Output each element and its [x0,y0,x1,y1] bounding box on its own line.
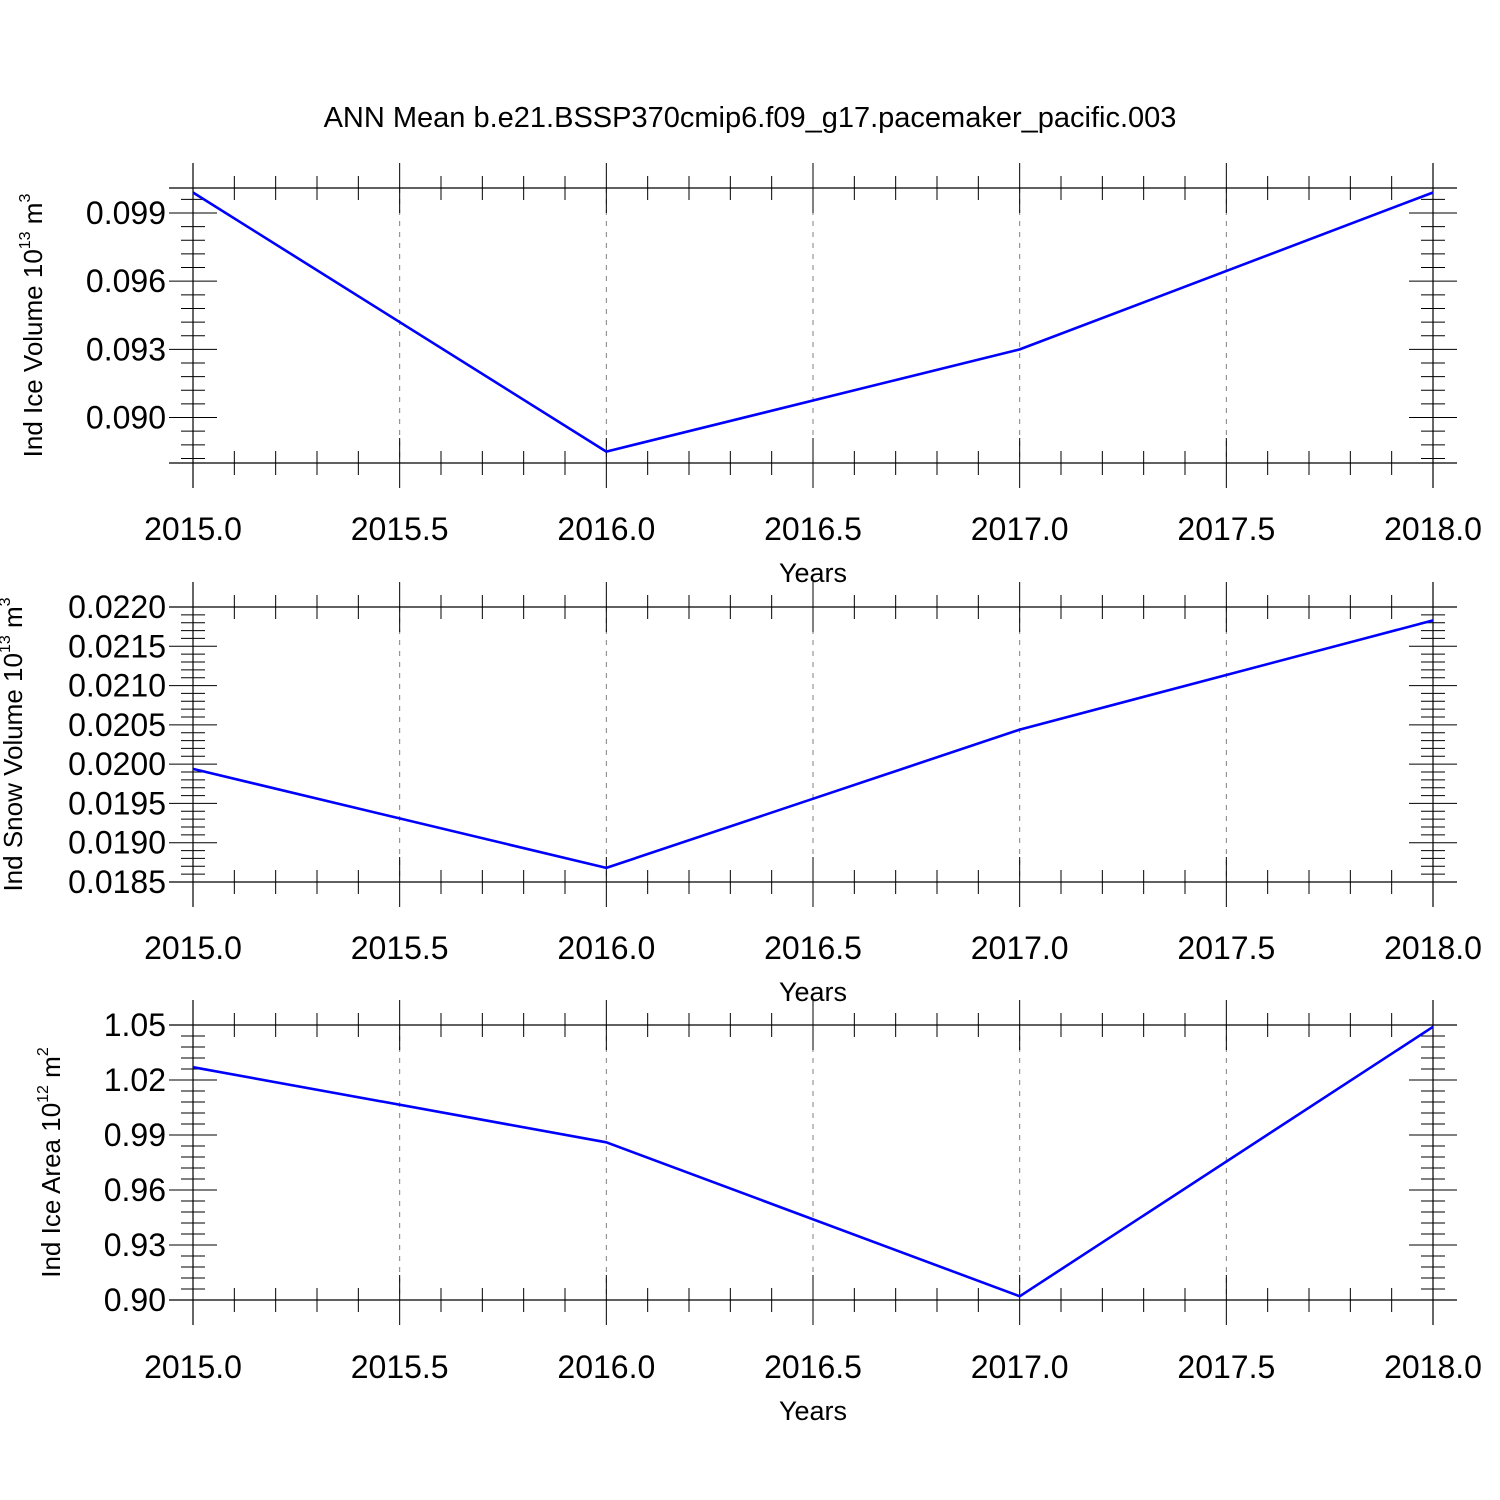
x-tick-label: 2015.0 [144,511,242,547]
x-tick-label: 2015.5 [351,1349,449,1385]
y-axis-label-unit-exponent: 3 [0,597,14,606]
x-axis-label: Years [779,1396,847,1426]
y-tick-label: 0.0215 [68,628,166,664]
x-tick-label: 2017.0 [971,1349,1069,1385]
x-tick-label: 2017.5 [1177,1349,1275,1385]
y-axis-label-unit-exponent: 3 [17,194,34,203]
y-axis-label-exponent: 13 [0,635,14,653]
x-tick-label: 2015.0 [144,930,242,966]
y-axis-label-unit-exponent: 2 [35,1047,52,1056]
y-tick-label: 0.0190 [68,825,166,861]
x-tick-label: 2018.0 [1384,930,1482,966]
x-tick-label: 2015.0 [144,1349,242,1385]
y-tick-label: 0.99 [104,1117,166,1153]
y-tick-label: 1.02 [104,1062,166,1098]
y-tick-label: 0.0185 [68,864,166,900]
x-tick-label: 2016.0 [557,930,655,966]
y-tick-label: 0.0210 [68,668,166,704]
x-tick-label: 2016.0 [557,1349,655,1385]
y-tick-label: 0.093 [86,331,166,367]
y-axis-label-exponent: 12 [35,1085,52,1103]
y-axis-label: Ind Ice Volume 1013 m3 [17,194,48,458]
y-axis-label-unit: m [36,1056,66,1085]
x-tick-label: 2015.5 [351,930,449,966]
x-tick-label: 2016.5 [764,511,862,547]
y-axis-label-exponent: 13 [17,231,34,249]
y-axis-label: Ind Ice Area 1012 m2 [35,1047,66,1278]
y-tick-label: 0.90 [104,1282,166,1318]
y-tick-label: 0.0200 [68,746,166,782]
y-axis-label-unit: m [18,203,48,232]
y-axis-label-main: Ind Snow Volume 10 [0,653,28,892]
x-tick-label: 2016.5 [764,930,862,966]
y-tick-label: 0.090 [86,400,166,436]
panel-1: 2015.0 2015.5 2016.0 2016.5 2017.0 2017.5 2018… [17,163,1482,588]
panel-2: 2015.0 2015.5 2016.0 2016.5 2017.0 2017.5 2018… [0,582,1482,1007]
series-line [192,1025,1434,1298]
y-tick-label: 0.096 [86,263,166,299]
y-axis-label-main: Ind Ice Volume 10 [18,249,48,457]
x-tick-label: 2016.5 [764,1349,862,1385]
x-tick-label: 2015.5 [351,511,449,547]
series-line [192,191,1434,453]
y-tick-label: 0.0195 [68,785,166,821]
x-tick-label: 2018.0 [1384,511,1482,547]
y-tick-label: 0.93 [104,1227,166,1263]
y-tick-label: 0.0205 [68,707,166,743]
x-tick-label: 2017.5 [1177,511,1275,547]
x-tick-label: 2016.0 [557,511,655,547]
x-tick-label: 2017.5 [1177,930,1275,966]
y-tick-label: 0.96 [104,1172,166,1208]
y-tick-label: 0.099 [86,195,166,231]
x-tick-label: 2017.0 [971,511,1069,547]
y-tick-label: 0.0220 [68,589,166,625]
panel-3: 2015.0 2015.5 2016.0 2016.5 2017.0 2017.5 2018… [35,1000,1482,1426]
x-tick-label: 2018.0 [1384,1349,1482,1385]
y-axis-label: Ind Snow Volume 1013 m3 [0,597,28,891]
y-tick-label: 1.05 [104,1007,166,1043]
figure-title: ANN Mean b.e21.BSSP370cmip6.f09_g17.pace… [324,102,1177,134]
series-line [192,619,1434,870]
y-axis-label-main: Ind Ice Area 10 [36,1103,66,1278]
x-tick-label: 2017.0 [971,930,1069,966]
y-axis-label-unit: m [0,606,28,635]
